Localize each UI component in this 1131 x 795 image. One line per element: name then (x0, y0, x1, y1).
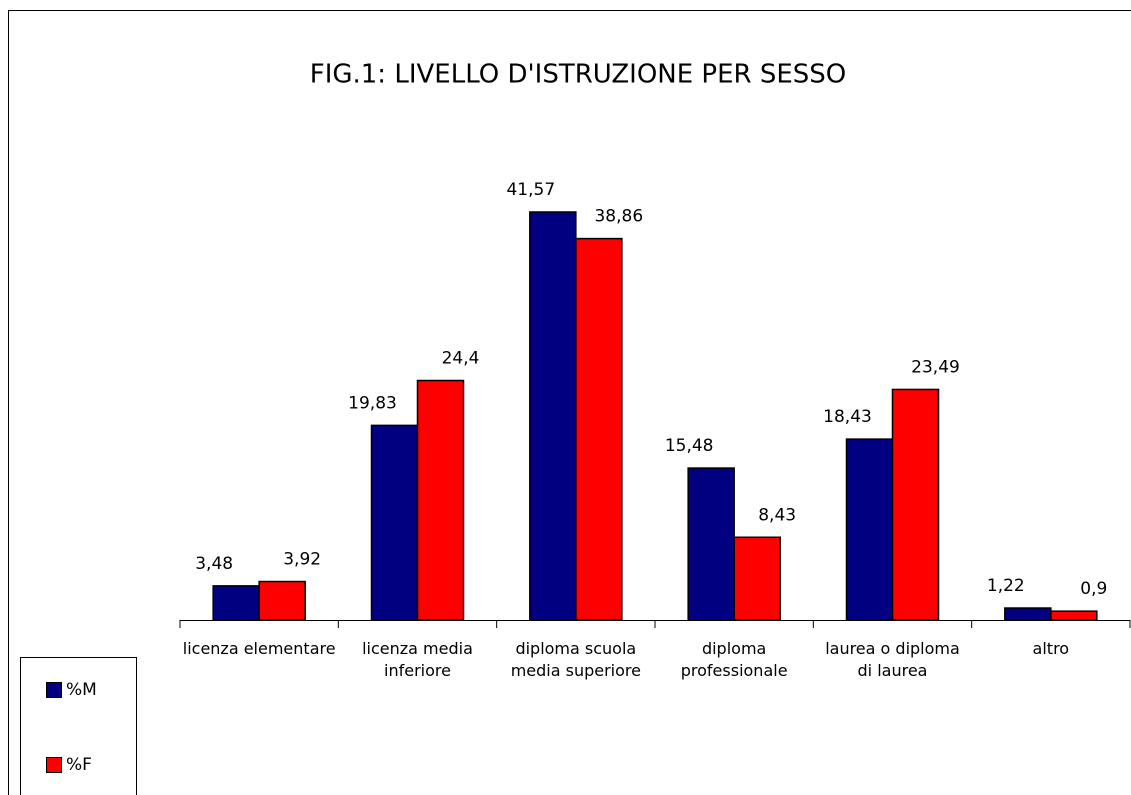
x-tick-label: laurea o diploma di laurea (825, 639, 960, 680)
bar (1050, 610, 1098, 621)
bar (370, 424, 419, 621)
data-label: 18,43 (823, 407, 872, 427)
bar (891, 388, 940, 621)
data-label: 3,92 (283, 550, 321, 570)
bar (529, 211, 577, 621)
legend-swatch (46, 757, 62, 773)
data-label: 15,48 (665, 436, 714, 456)
data-label: 3,48 (195, 554, 233, 574)
data-label: 41,57 (506, 180, 555, 200)
data-label: 8,43 (758, 505, 796, 525)
legend-entry: %F (46, 755, 92, 775)
data-label: 19,83 (348, 393, 397, 413)
legend-box (20, 657, 137, 795)
bar (733, 536, 781, 621)
data-label: 38,86 (594, 207, 643, 227)
data-label: 23,49 (911, 357, 960, 377)
data-label: 1,22 (987, 576, 1025, 596)
x-tick-label: licenza elementare (182, 639, 336, 658)
data-label: 0,9 (1080, 579, 1107, 599)
bar (212, 585, 260, 621)
bar (687, 467, 735, 621)
legend-label: %M (66, 680, 97, 700)
bar (845, 438, 894, 621)
x-tick-label: licenza media inferiore (362, 639, 473, 680)
bar (1004, 607, 1052, 621)
x-tick-label: diploma scuola media superiore (510, 639, 641, 680)
chart-title: FIG.1: LIVELLO D'ISTRUZIONE PER SESSO (310, 60, 847, 90)
legend-label: %F (66, 755, 92, 775)
legend-swatch (46, 682, 62, 698)
bar (416, 379, 465, 621)
bar (258, 580, 306, 621)
bar (575, 237, 623, 621)
data-label: 24,4 (442, 349, 480, 369)
legend-entry: %M (46, 680, 97, 700)
x-tick-label: altro (1032, 639, 1070, 658)
x-tick-label: diploma professionale (680, 639, 788, 680)
